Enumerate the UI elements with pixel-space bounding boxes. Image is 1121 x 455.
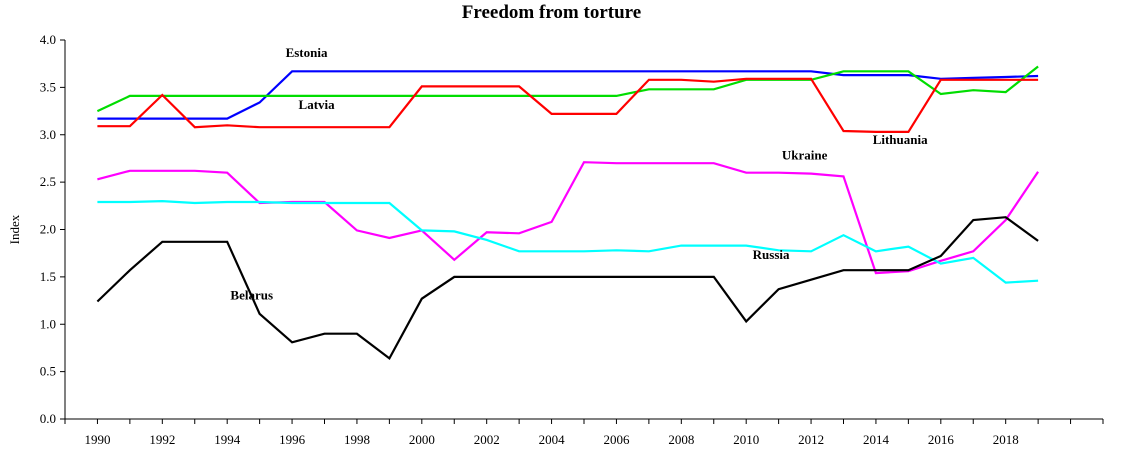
y-tick-label: 1.5 [40,269,56,284]
y-tick-label: 4.0 [40,32,56,47]
x-tick-label: 1992 [149,432,175,447]
x-tick-label: 2002 [474,432,500,447]
x-tick-label: 2000 [409,432,435,447]
y-tick-label: 3.5 [40,79,56,94]
series-line-latvia [96,65,1039,113]
x-tick-label: 1998 [344,432,370,447]
x-tick-label: 2006 [603,432,630,447]
series-labels: Estonia Latvia Lithuania Ukraine Russia Belar… [230,45,928,303]
series-label-ukraine: Ukraine [782,147,828,162]
x-tick-label: 2016 [928,432,955,447]
series-line-ukraine [97,161,1040,275]
series-label-lithuania: Lithuania [873,132,928,147]
x-tick-label: 1994 [214,432,241,447]
x-tick-label: 2008 [668,432,694,447]
y-tick-label: 1.0 [40,316,56,331]
x-tick-label: 1990 [84,432,110,447]
series-label-estonia: Estonia [286,45,328,60]
series-label-belarus: Belarus [230,288,273,303]
series-line-russia [97,199,1039,284]
series-lines [96,65,1040,361]
axes: 0.0 0.5 1.0 1.5 2.0 2.5 3.0 3.5 4.0 1990 1992 1994 1… [40,32,1104,447]
x-tick-label: 2010 [733,432,759,447]
x-tick-label: 1996 [279,432,306,447]
chart-title: Freedom from torture [461,2,642,23]
series-line-belarus [96,216,1039,361]
series-label-russia: Russia [753,247,790,262]
y-tick-label: 2.5 [40,174,56,189]
series-line-estonia [97,70,1039,120]
x-tick-label: 2004 [539,432,566,447]
y-tick-label: 0.5 [40,364,56,379]
x-tick-label: 2014 [863,432,890,447]
y-tick-label: 3.0 [40,127,56,142]
x-tick-label: 2012 [798,432,824,447]
x-tick-label: 2018 [993,432,1019,447]
y-axis-title: Index [7,214,22,244]
y-tick-label: 2.0 [40,222,56,237]
series-label-latvia: Latvia [299,97,336,112]
series-line-lithuania [97,77,1039,133]
y-tick-label: 0.0 [40,411,56,426]
